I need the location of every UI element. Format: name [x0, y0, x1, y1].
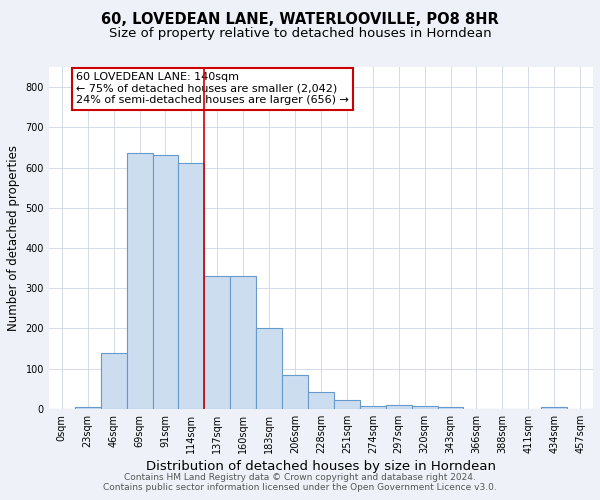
- Text: Size of property relative to detached houses in Horndean: Size of property relative to detached ho…: [109, 28, 491, 40]
- Bar: [437, 407, 463, 409]
- Bar: [205, 276, 230, 409]
- Text: 60 LOVEDEAN LANE: 140sqm
← 75% of detached houses are smaller (2,042)
24% of sem: 60 LOVEDEAN LANE: 140sqm ← 75% of detach…: [76, 72, 349, 106]
- Bar: [152, 156, 178, 409]
- Bar: [178, 164, 205, 409]
- Bar: [75, 407, 101, 409]
- Bar: [308, 392, 334, 409]
- Bar: [282, 374, 308, 409]
- Bar: [230, 276, 256, 409]
- Bar: [360, 406, 386, 409]
- Text: Contains HM Land Registry data © Crown copyright and database right 2024.
Contai: Contains HM Land Registry data © Crown c…: [103, 473, 497, 492]
- Text: 60, LOVEDEAN LANE, WATERLOOVILLE, PO8 8HR: 60, LOVEDEAN LANE, WATERLOOVILLE, PO8 8H…: [101, 12, 499, 28]
- Bar: [412, 406, 437, 409]
- Bar: [101, 352, 127, 409]
- Bar: [386, 405, 412, 409]
- Bar: [127, 154, 152, 409]
- Bar: [334, 400, 360, 409]
- Y-axis label: Number of detached properties: Number of detached properties: [7, 145, 20, 331]
- Bar: [541, 407, 567, 409]
- Bar: [256, 328, 282, 409]
- X-axis label: Distribution of detached houses by size in Horndean: Distribution of detached houses by size …: [146, 460, 496, 473]
